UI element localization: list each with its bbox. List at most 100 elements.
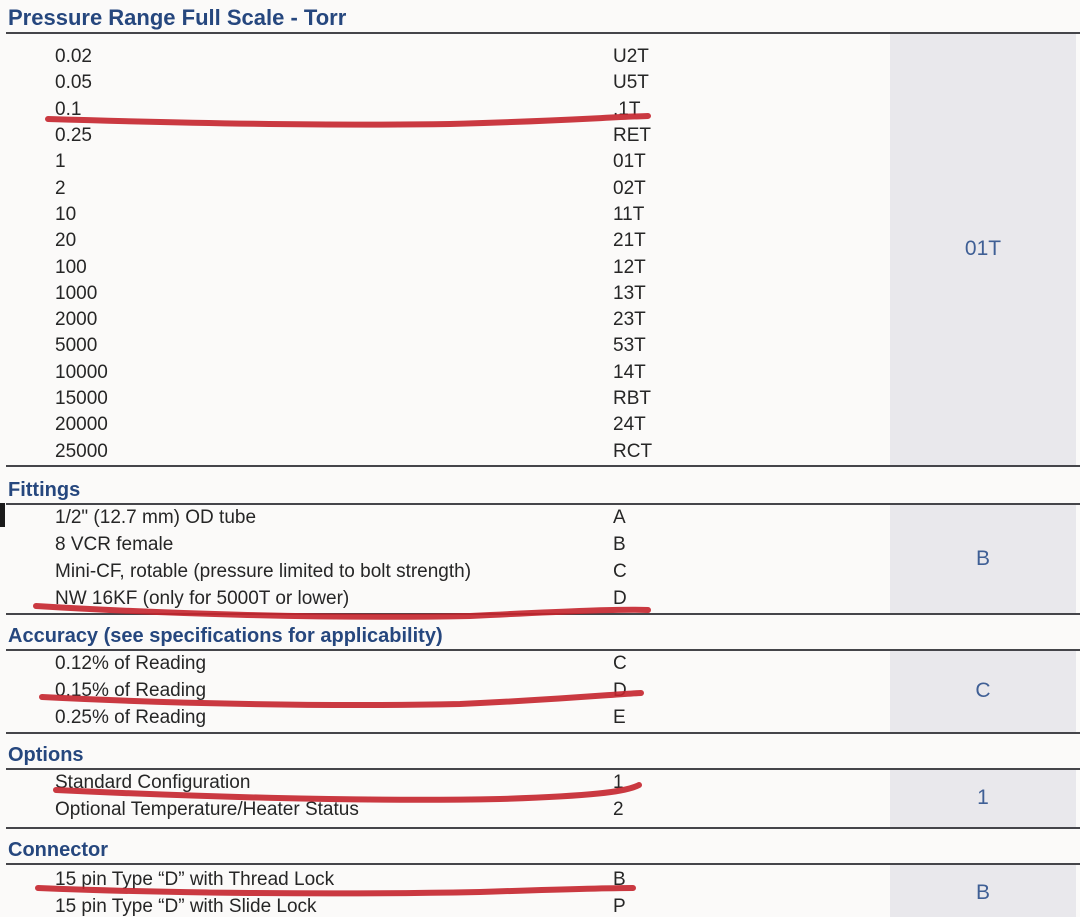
divider (6, 32, 1080, 34)
option-label: Optional Temperature/Heater Status (55, 799, 359, 821)
option-code: 12T (613, 256, 646, 278)
selected-code-box: 01T (890, 34, 1076, 465)
option-row: 15000 RBT (0, 386, 1080, 412)
option-code: C (613, 561, 627, 583)
selected-code-box: C (890, 650, 1076, 732)
option-label: 0.1 (55, 98, 82, 120)
option-code: B (613, 869, 626, 891)
option-code: 23T (613, 309, 646, 331)
option-label: 10 (55, 203, 77, 225)
option-code: D (613, 680, 627, 702)
divider (6, 767, 1080, 770)
option-code: 13T (613, 282, 646, 304)
option-row: 0.25 RET (0, 123, 1080, 149)
option-row: 0.25% of Reading E (0, 705, 1080, 732)
option-label: 1/2" (12.7 mm) OD tube (55, 507, 257, 529)
option-row: 2000 23T (0, 307, 1080, 333)
option-label: 25000 (55, 440, 108, 462)
divider (6, 862, 1080, 865)
option-code: RBT (613, 388, 651, 409)
option-row: 8 VCR female B (0, 532, 1080, 559)
option-label: 1 (55, 151, 66, 173)
selected-code-box: B (890, 864, 1076, 917)
option-label: 20 (55, 230, 77, 252)
option-code: U5T (613, 72, 649, 94)
option-code: RET (613, 125, 651, 147)
option-label: 100 (55, 256, 87, 278)
option-code: B (613, 534, 626, 556)
option-label: 0.02 (55, 46, 92, 68)
option-label: 15000 (55, 388, 108, 409)
option-code: C (613, 653, 627, 675)
option-code: 24T (613, 414, 646, 436)
option-row: 0.12% of Reading C (0, 651, 1080, 678)
option-code: 11T (613, 203, 645, 225)
option-label: 0.12% of Reading (55, 653, 207, 675)
option-code: 02T (613, 177, 646, 199)
option-code: RCT (613, 440, 653, 462)
divider (6, 731, 1080, 734)
option-code: 21T (613, 230, 646, 252)
option-label: 1000 (55, 282, 98, 304)
option-label: Mini-CF, rotable (pressure limited to bo… (55, 561, 472, 583)
option-row: 10000 14T (0, 360, 1080, 386)
option-label: 10000 (55, 361, 108, 383)
section-accuracy: Accuracy (see specifications for applica… (0, 615, 1080, 734)
option-row: 5000 53T (0, 333, 1080, 359)
option-label: 2 (55, 177, 66, 199)
option-code: A (613, 507, 626, 529)
option-list: Standard Configuration 1 Optional Temperat… (0, 770, 1080, 824)
option-row: 100 12T (0, 254, 1080, 280)
option-list: 0.02 U2T 0.05 U5T 0.1 .1T 0.25 RET 1 01T 2 02T 10 11T… (0, 44, 1080, 465)
option-label: 20000 (55, 414, 108, 436)
option-label: 15 pin Type “D” with Slide Lock (55, 896, 317, 917)
option-row: 1000 13T (0, 281, 1080, 307)
option-row: 2 02T (0, 175, 1080, 201)
option-row: 20000 24T (0, 412, 1080, 438)
option-label: 8 VCR female (55, 534, 174, 556)
option-code: E (613, 707, 626, 729)
section-title: Accuracy (see specifications for applica… (8, 624, 443, 647)
option-row: 1 01T (0, 149, 1080, 175)
section-options: Options 1 Standard Configuration 1 Optiona… (0, 734, 1080, 829)
selected-code-box: B (890, 504, 1076, 613)
option-label: 0.25% of Reading (55, 707, 207, 729)
section-title: Connector (8, 838, 108, 861)
option-label: 5000 (55, 335, 98, 357)
option-row: Mini-CF, rotable (pressure limited to bo… (0, 559, 1080, 586)
option-code: 14T (613, 361, 646, 383)
divider (6, 826, 1080, 829)
option-code: 1 (613, 772, 624, 794)
option-row: 0.02 U2T (0, 44, 1080, 70)
section-title: Fittings (8, 478, 81, 501)
option-label: Standard Configuration (55, 772, 251, 794)
option-row: Optional Temperature/Heater Status 2 (0, 797, 1080, 824)
option-row: 20 21T (0, 228, 1080, 254)
page-title: Pressure Range Full Scale - Torr (8, 5, 347, 30)
option-label: 0.15% of Reading (55, 680, 207, 702)
divider (6, 502, 1080, 505)
option-label: 15 pin Type “D” with Thread Lock (55, 869, 335, 891)
section-connector: Connector B 15 pin Type “D” with Thread … (0, 829, 1080, 917)
option-code: 01T (613, 151, 646, 173)
option-code: 2 (613, 799, 624, 821)
section-title: Options (8, 743, 84, 766)
divider (6, 464, 1080, 467)
option-label: 2000 (55, 309, 98, 331)
option-label: 0.25 (55, 125, 92, 147)
option-label: NW 16KF (only for 5000T or lower) (55, 588, 350, 610)
selected-code-box: 1 (890, 769, 1076, 827)
option-row: 10 11T (0, 202, 1080, 228)
option-row: 0.05 U5T (0, 70, 1080, 96)
section-pressure-range: Pressure Range Full Scale - Torr 01T 0.0… (0, 5, 1080, 467)
option-row: 25000 RCT (0, 438, 1080, 464)
option-code: P (613, 896, 626, 917)
section-fittings: Fittings B 1/2" (12.7 mm) OD tube A 8 VCR … (0, 467, 1080, 615)
option-row: 15 pin Type “D” with Slide Lock P (0, 894, 1080, 917)
option-row: 1/2" (12.7 mm) OD tube A (0, 505, 1080, 532)
divider (6, 648, 1080, 651)
option-code: U2T (613, 46, 649, 68)
option-code: D (613, 588, 627, 610)
option-label: 0.05 (55, 72, 92, 94)
